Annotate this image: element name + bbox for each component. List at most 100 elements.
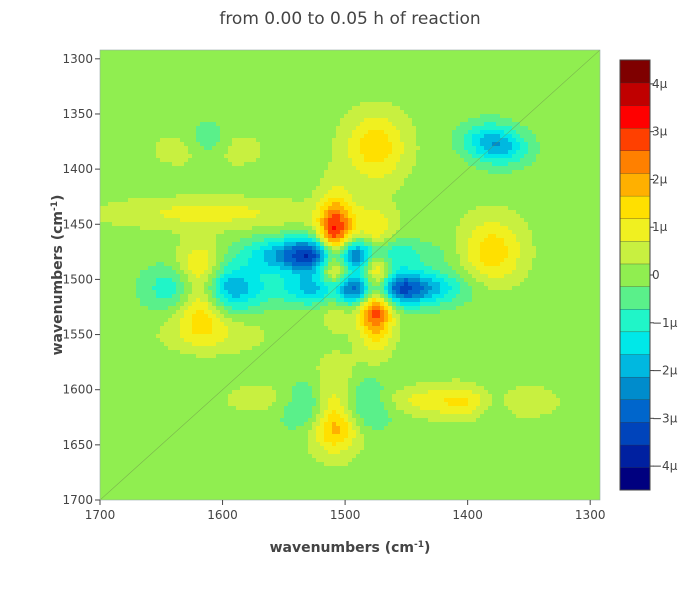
contour-cell <box>392 206 397 211</box>
contour-cell <box>156 170 161 175</box>
contour-cell <box>188 182 193 187</box>
contour-cell <box>312 106 317 111</box>
contour-cell <box>440 186 445 191</box>
contour-cell <box>396 178 401 183</box>
contour-cell <box>100 50 105 55</box>
contour-cell <box>376 142 381 147</box>
contour-cell <box>240 90 245 95</box>
contour-cell <box>296 150 301 155</box>
contour-cell <box>224 178 229 183</box>
contour-cell <box>444 102 449 107</box>
contour-cell <box>568 166 573 171</box>
contour-cell <box>136 78 141 83</box>
contour-cell <box>100 98 105 103</box>
contour-cell <box>540 70 545 75</box>
contour-cell <box>192 146 197 151</box>
contour-cell <box>556 134 561 139</box>
contour-cell <box>132 110 137 115</box>
contour-cell <box>552 102 557 107</box>
contour-cell <box>424 178 429 183</box>
contour-cell <box>244 146 249 151</box>
contour-cell <box>112 166 117 171</box>
contour-cell <box>208 174 213 179</box>
contour-cell <box>196 206 201 211</box>
contour-cell <box>120 170 125 175</box>
contour-cell <box>588 126 593 131</box>
contour-cell <box>224 198 229 203</box>
contour-cell <box>420 54 425 59</box>
contour-cell <box>456 178 461 183</box>
contour-cell <box>220 58 225 63</box>
contour-cell <box>560 98 565 103</box>
contour-cell <box>560 190 565 195</box>
contour-cell <box>504 138 509 143</box>
contour-cell <box>380 82 385 87</box>
contour-cell <box>168 158 173 163</box>
contour-cell <box>140 182 145 187</box>
contour-cell <box>416 190 421 195</box>
contour-cell <box>596 166 600 171</box>
contour-cell <box>468 150 473 155</box>
contour-cell <box>536 190 541 195</box>
contour-cell <box>348 74 353 79</box>
contour-cell <box>428 90 433 95</box>
contour-cell <box>196 174 201 179</box>
contour-cell <box>212 58 217 63</box>
contour-cell <box>256 110 261 115</box>
contour-cell <box>332 202 337 207</box>
contour-cell <box>512 146 517 151</box>
contour-cell <box>168 146 173 151</box>
contour-cell <box>340 122 345 127</box>
contour-cell <box>380 146 385 151</box>
contour-cell <box>468 66 473 71</box>
contour-cell <box>432 150 437 155</box>
contour-cell <box>180 194 185 199</box>
contour-cell <box>228 146 233 151</box>
contour-cell <box>560 206 565 211</box>
contour-cell <box>380 54 385 59</box>
contour-cell <box>248 106 253 111</box>
contour-cell <box>256 186 261 191</box>
contour-cell <box>568 206 573 211</box>
contour-cell <box>384 170 389 175</box>
contour-cell <box>388 178 393 183</box>
contour-cell <box>472 138 477 143</box>
contour-cell <box>380 198 385 203</box>
contour-cell <box>452 98 457 103</box>
contour-cell <box>208 58 213 63</box>
contour-cell <box>272 162 277 167</box>
contour-cell <box>544 162 549 167</box>
contour-cell <box>412 78 417 83</box>
contour-cell <box>452 126 457 131</box>
contour-cell <box>164 182 169 187</box>
contour-cell <box>228 94 233 99</box>
contour-cell <box>116 166 121 171</box>
contour-cell <box>468 50 473 55</box>
contour-cell <box>380 66 385 71</box>
contour-cell <box>136 186 141 191</box>
contour-cell <box>524 154 529 159</box>
contour-cell <box>340 94 345 99</box>
contour-cell <box>268 50 273 55</box>
contour-cell <box>256 134 261 139</box>
contour-cell <box>260 114 265 119</box>
contour-cell <box>344 174 349 179</box>
contour-cell <box>272 150 277 155</box>
plot-area[interactable] <box>100 50 600 502</box>
contour-cell <box>376 186 381 191</box>
contour-cell <box>144 190 149 195</box>
contour-cell <box>136 162 141 167</box>
contour-cell <box>384 90 389 95</box>
contour-cell <box>244 58 249 63</box>
contour-cell <box>492 190 497 195</box>
contour-cell <box>520 74 525 79</box>
contour-cell <box>532 162 537 167</box>
contour-cell <box>480 78 485 83</box>
contour-cell <box>576 110 581 115</box>
contour-cell <box>488 150 493 155</box>
contour-cell <box>384 118 389 123</box>
contour-cell <box>492 134 497 139</box>
contour-cell <box>292 94 297 99</box>
contour-cell <box>284 90 289 95</box>
contour-cell <box>360 186 365 191</box>
